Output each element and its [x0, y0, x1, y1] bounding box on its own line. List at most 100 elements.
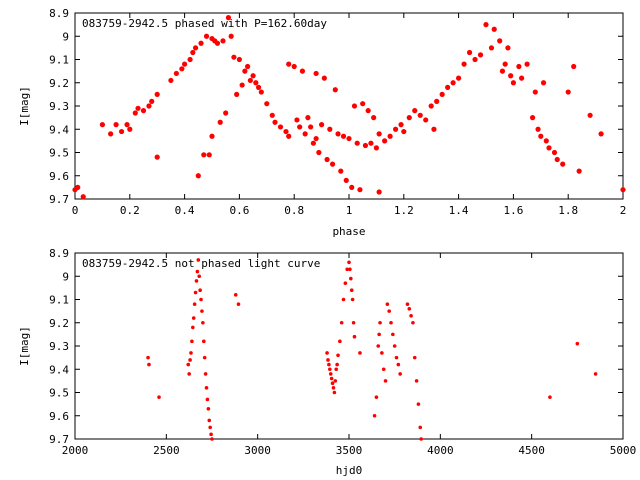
unphased-x-tick-label: 2500 — [153, 444, 180, 457]
unphased-data-point — [418, 425, 423, 430]
phased-data-point — [335, 131, 341, 137]
phased-data-point — [362, 142, 369, 149]
phased-y-tick-label: 9.2 — [49, 77, 69, 90]
phased-data-point — [146, 103, 152, 109]
phased-data-point — [220, 38, 226, 44]
phased-x-tick-label: 0 — [72, 204, 79, 217]
phased-data-point — [505, 45, 511, 51]
phased-data-point — [173, 70, 179, 77]
phased-data-point — [540, 80, 547, 86]
unphased-data-point — [236, 302, 241, 306]
phased-data-point — [253, 80, 259, 86]
unphased-axis-ticks: 2000 2500 3000 3500 4000 4500 5000 8.9 9 9.1 9.2 9.… — [49, 247, 636, 457]
unphased-data-point — [328, 372, 333, 376]
phased-data-point — [387, 133, 393, 139]
phased-data-point — [182, 61, 188, 67]
unphased-data-point — [194, 279, 199, 283]
unphased-data-point — [332, 390, 337, 395]
unphased-data-point — [191, 325, 195, 330]
phased-data-point — [587, 112, 593, 118]
phased-data-point — [187, 56, 193, 63]
phased-data-point — [299, 68, 306, 74]
phased-y-tick-label: 8.9 — [49, 7, 69, 20]
phased-data-point — [192, 45, 199, 51]
unphased-data-point — [358, 351, 362, 355]
phased-data-point — [179, 66, 185, 72]
unphased-data-point — [325, 351, 329, 355]
phased-x-tick-label: 1.2 — [394, 204, 414, 217]
phased-data-point — [551, 149, 558, 156]
unphased-data-point — [331, 386, 336, 390]
unphased-data-point — [204, 386, 209, 390]
unphased-data-point — [411, 320, 415, 325]
phased-data-point — [338, 168, 344, 174]
phased-data-point — [195, 173, 201, 179]
phased-data-point — [308, 124, 314, 130]
unphased-data-point — [203, 372, 208, 376]
unphased-data-point — [349, 288, 354, 293]
unphased-data-point — [146, 355, 150, 360]
phased-data-point — [508, 73, 514, 79]
phased-data-point — [357, 187, 363, 193]
phased-data-point — [272, 119, 278, 125]
phased-data-point — [392, 126, 399, 132]
phased-light-curve-panel: 083759-2942.5 phased with P=162.60day ph… — [18, 7, 626, 238]
phased-data-point — [491, 26, 497, 32]
phased-data-point — [439, 91, 445, 97]
unphased-data-points — [146, 258, 598, 441]
unphased-data-point — [190, 339, 194, 344]
phased-data-point — [354, 140, 360, 146]
phased-data-point — [258, 89, 264, 95]
phased-data-point — [349, 184, 355, 190]
unphased-data-point — [345, 267, 349, 272]
phased-data-point — [198, 40, 204, 46]
unphased-data-point — [197, 274, 202, 279]
unphased-data-point — [327, 362, 331, 367]
unphased-data-point — [394, 355, 399, 360]
unphased-y-tick-label: 9.1 — [49, 294, 69, 307]
unphased-data-point — [189, 351, 193, 355]
phased-data-point — [245, 63, 251, 70]
phased-data-point — [535, 126, 541, 132]
unphased-x-tick-label: 3000 — [244, 444, 271, 457]
unphased-data-point — [391, 332, 395, 337]
phased-data-point — [140, 108, 147, 114]
unphased-data-point — [389, 320, 393, 325]
phased-data-point — [406, 115, 412, 121]
phased-y-tick-label: 9.6 — [49, 170, 69, 183]
unphased-data-point — [374, 395, 379, 399]
phased-data-point — [80, 194, 86, 200]
phased-data-point — [340, 133, 347, 139]
unphased-data-point — [330, 381, 335, 386]
unphased-data-point — [372, 413, 377, 418]
phased-data-point — [620, 187, 626, 193]
phased-x-tick-label: 1 — [346, 204, 353, 217]
unphased-y-tick-label: 9.7 — [49, 433, 69, 446]
phased-data-point — [360, 101, 366, 107]
unphased-y-tick-label: 9.5 — [49, 387, 69, 400]
phased-data-point — [373, 145, 379, 151]
unphased-data-point — [210, 437, 214, 441]
phased-data-point — [236, 56, 242, 63]
phased-data-point — [203, 33, 210, 39]
phased-data-point — [149, 98, 155, 104]
unphased-data-point — [336, 353, 340, 358]
phased-data-point — [209, 133, 215, 139]
phased-data-point — [313, 70, 319, 77]
unphased-data-point — [333, 379, 338, 383]
phased-data-point — [445, 84, 451, 90]
phased-data-point — [99, 122, 105, 128]
unphased-x-axis-label: hjd0 — [336, 464, 363, 477]
unphased-data-point — [198, 288, 202, 293]
phased-data-point — [234, 91, 240, 97]
phased-data-point — [371, 115, 377, 121]
unphased-y-tick-label: 8.9 — [49, 247, 69, 260]
phased-data-point — [497, 38, 503, 44]
phased-data-point — [231, 54, 237, 60]
phased-x-tick-label: 0.2 — [120, 204, 140, 217]
unphased-y-tick-label: 9 — [62, 270, 69, 283]
phased-data-point — [313, 135, 319, 142]
phased-data-point — [565, 89, 571, 95]
phased-data-point — [365, 108, 371, 114]
unphased-data-point — [328, 367, 332, 372]
